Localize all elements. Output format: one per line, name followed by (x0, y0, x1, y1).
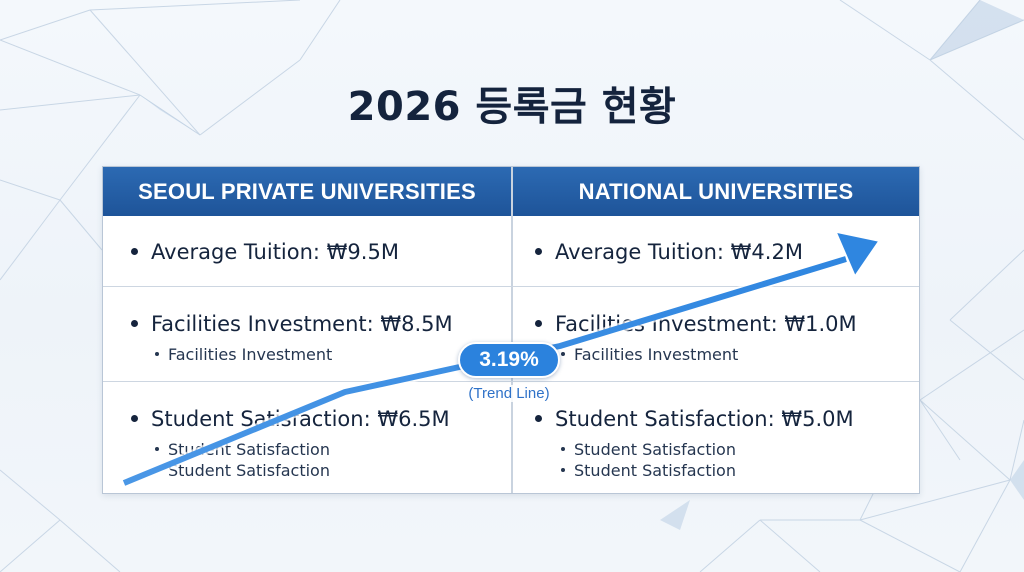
seoul-facilities-investment: Facilities Investment: ₩8.5M (151, 312, 453, 336)
trend-value-badge: 3.19% (458, 342, 560, 378)
table-row: Average Tuition: ₩9.5M (131, 240, 399, 264)
bullet-icon (155, 446, 159, 451)
comparison-table: SEOUL PRIVATE UNIVERSITIES NATIONAL UNIV… (102, 166, 920, 494)
row-divider (103, 286, 919, 287)
page-title: 2026 등록금 현황 (347, 84, 677, 130)
table-row: Facilities Investment: ₩8.5M (131, 312, 453, 336)
bullet-icon (131, 414, 138, 422)
seoul-average-tuition: Average Tuition: ₩9.5M (151, 240, 399, 264)
national-facilities-investment: Facilities Investment: ₩1.0M (555, 312, 857, 336)
table-row: Facilities Investment: ₩1.0M (535, 312, 857, 336)
trend-line-label: (Trend Line) (450, 385, 568, 402)
national-average-tuition: Average Tuition: ₩4.2M (555, 240, 803, 264)
list-item: Student Satisfaction (155, 440, 330, 459)
table-row: Student Satisfaction: ₩5.0M (535, 407, 854, 431)
list-item: Facilities Investment (561, 345, 738, 364)
bullet-icon (535, 247, 542, 255)
row-divider (103, 381, 919, 382)
seoul-student-satisfaction: Student Satisfaction: ₩6.5M (151, 407, 450, 431)
bullet-icon (561, 446, 565, 451)
bullet-icon (155, 467, 159, 472)
bullet-icon (535, 414, 542, 422)
column-divider (511, 167, 513, 493)
list-item: Student Satisfaction (561, 440, 736, 459)
bullet-icon (131, 319, 138, 327)
bullet-icon (535, 319, 542, 327)
column-header-seoul-private: SEOUL PRIVATE UNIVERSITIES (103, 167, 511, 216)
list-item: Facilities Investment (155, 345, 332, 364)
column-header-national: NATIONAL UNIVERSITIES (513, 167, 919, 216)
bullet-icon (561, 351, 565, 356)
bullet-icon (561, 467, 565, 472)
list-item: Student Satisfaction (155, 461, 330, 480)
bullet-icon (131, 247, 138, 255)
table-row: Student Satisfaction: ₩6.5M (131, 407, 450, 431)
national-student-satisfaction: Student Satisfaction: ₩5.0M (555, 407, 854, 431)
list-item: Student Satisfaction (561, 461, 736, 480)
bullet-icon (155, 351, 159, 356)
table-row: Average Tuition: ₩4.2M (535, 240, 803, 264)
